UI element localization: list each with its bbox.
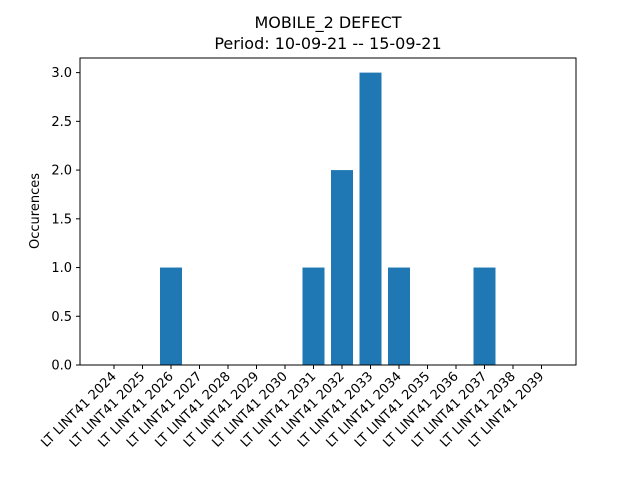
bar-8 xyxy=(331,170,353,365)
y-axis-label: Occurences xyxy=(28,173,43,249)
bar-7 xyxy=(302,267,325,365)
y-tick-label-0: 0.0 xyxy=(51,359,72,374)
y-tick-label-6: 3.0 xyxy=(51,66,72,81)
y-tick-label-3: 1.5 xyxy=(51,212,72,227)
y-axis: 0.0 0.5 1.0 1.5 2.0 2.5 3.0 xyxy=(51,66,80,374)
bars-group xyxy=(160,72,496,365)
bar-10 xyxy=(388,267,410,365)
y-tick-label-1: 0.5 xyxy=(51,310,72,325)
plot-area-frame xyxy=(79,57,577,366)
chart-title: MOBILE_2 DEFECT xyxy=(254,13,401,33)
y-tick-label-4: 2.0 xyxy=(51,164,72,179)
bar-9 xyxy=(359,72,382,365)
y-tick-label-2: 1.0 xyxy=(51,261,72,276)
bar-13 xyxy=(473,267,496,365)
y-tick-label-5: 2.5 xyxy=(51,115,72,130)
bar-2 xyxy=(160,267,182,365)
chart-subtitle: Period: 10-09-21 -- 15-09-21 xyxy=(214,34,441,53)
